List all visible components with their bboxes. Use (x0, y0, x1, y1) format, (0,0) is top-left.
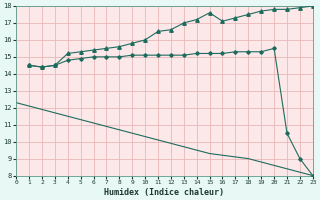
X-axis label: Humidex (Indice chaleur): Humidex (Indice chaleur) (104, 188, 224, 197)
